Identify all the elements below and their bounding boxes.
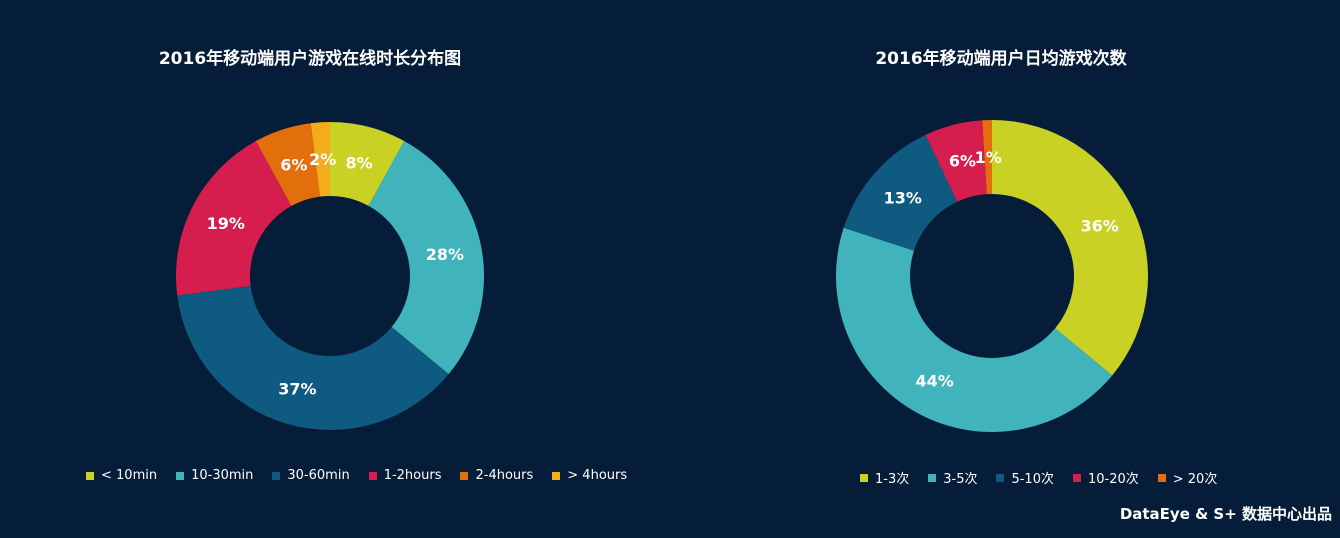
legend-item: 1-3次 bbox=[860, 468, 909, 487]
legend-label: 1-2hours bbox=[383, 468, 442, 483]
legend-item: > 20次 bbox=[1157, 468, 1218, 487]
donut-slice bbox=[925, 120, 987, 202]
donut-slice bbox=[176, 141, 292, 296]
legend-item: < 10min bbox=[86, 468, 157, 483]
slice-data-label: 19% bbox=[207, 214, 245, 233]
legend-label: 30-60min bbox=[287, 468, 350, 483]
slice-data-label: 13% bbox=[884, 188, 922, 207]
legend-item: 5-10次 bbox=[996, 468, 1054, 487]
legend-label: 10-30min bbox=[191, 468, 254, 483]
legend-swatch bbox=[176, 471, 185, 480]
legend-item: 2-4hours bbox=[460, 468, 533, 483]
donut-chart: 36% 44% 13% 6%1% bbox=[835, 120, 1148, 433]
slice-data-label: 6% bbox=[280, 156, 307, 175]
legend-label: 5-10次 bbox=[1011, 472, 1054, 487]
slice-data-label: 6% bbox=[949, 152, 976, 171]
chart-legend: < 10min 10-30min 30-60min 1-2hours 2-4hours >… bbox=[86, 468, 646, 483]
legend-item: 10-20次 bbox=[1072, 468, 1139, 487]
legend-label: 10-20次 bbox=[1087, 472, 1139, 487]
slice-data-label: 1% bbox=[975, 148, 1002, 167]
donut-slice bbox=[368, 141, 484, 375]
slice-data-label: 36% bbox=[1081, 216, 1119, 235]
legend-swatch bbox=[272, 471, 281, 480]
donut-slice bbox=[992, 120, 1148, 376]
legend-swatch bbox=[996, 473, 1005, 482]
slice-data-label: 8% bbox=[346, 154, 373, 173]
legend-swatch bbox=[86, 471, 94, 480]
legend-item: 30-60min bbox=[272, 468, 350, 483]
footer-credit: DataEye & S+ 数据中心出品 bbox=[1119, 505, 1332, 523]
slice-data-label: 44% bbox=[916, 371, 954, 390]
legend-swatch bbox=[368, 471, 377, 480]
donut-slice bbox=[177, 286, 449, 430]
legend-swatch bbox=[860, 473, 868, 482]
legend-item: 10-30min bbox=[176, 468, 253, 483]
legend-item: 1-2hours bbox=[368, 468, 442, 483]
donut-slice bbox=[255, 123, 320, 206]
slice-data-label: 37% bbox=[278, 379, 316, 398]
legend-label: 1-3次 bbox=[875, 472, 910, 487]
donut-chart: 8% 28% 37% 19% 6% 2% bbox=[176, 122, 484, 430]
legend-label: < 10min bbox=[101, 468, 158, 483]
chart-panel-daily-sessions: 2016年移动端用户日均游戏次数 36% 44% 13% 6% 1% 1-3次 3-5次 5… bbox=[670, 0, 1340, 500]
donut-slice bbox=[843, 134, 958, 251]
legend-label: > 20次 bbox=[1172, 472, 1218, 487]
chart-title: 2016年移动端用户日均游戏次数 bbox=[875, 49, 1127, 69]
legend-label: 2-4hours bbox=[475, 468, 534, 483]
legend-label: 3-5次 bbox=[943, 472, 978, 487]
legend-swatch bbox=[928, 473, 937, 482]
legend-item: 3-5次 bbox=[928, 468, 977, 487]
slice-data-label: 28% bbox=[426, 245, 464, 264]
donut-slice bbox=[982, 120, 992, 195]
slice-data-label: 2% bbox=[309, 150, 336, 169]
legend-swatch bbox=[1157, 473, 1166, 482]
legend-swatch bbox=[460, 471, 469, 480]
legend-label: > 4hours bbox=[567, 468, 628, 483]
legend-swatch bbox=[1072, 473, 1081, 482]
legend-item: > 4hours bbox=[552, 468, 627, 483]
chart-title: 2016年移动端用户游戏在线时长分布图 bbox=[158, 49, 462, 69]
donut-slice bbox=[835, 227, 1113, 433]
donut-slice bbox=[330, 122, 405, 206]
chart-legend: 1-3次 3-5次 5-10次 10-20次 > 20次 bbox=[860, 468, 1236, 487]
legend-swatch bbox=[552, 471, 561, 480]
chart-panel-online-duration: 2016年移动端用户游戏在线时长分布图 8% 28% 37% 19% 6% 2% < 10… bbox=[0, 0, 670, 500]
donut-slice bbox=[310, 122, 330, 197]
